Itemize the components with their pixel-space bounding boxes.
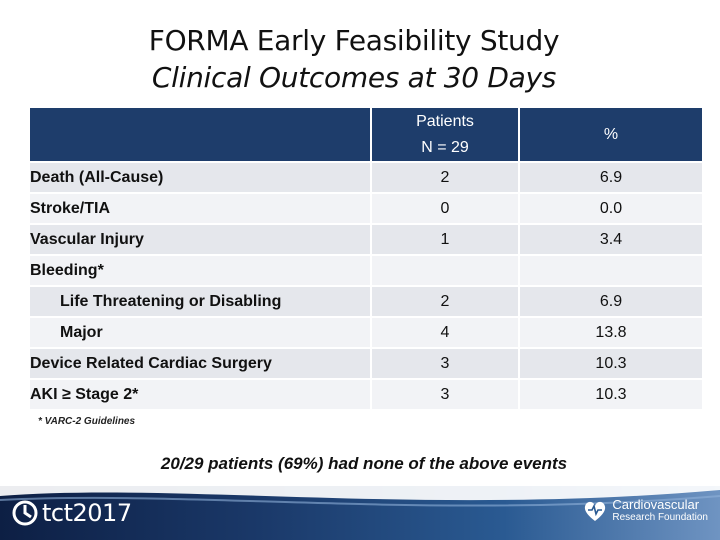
row-count: 2 xyxy=(372,287,520,318)
crf-logo: Cardiovascular Research Foundation xyxy=(582,498,708,524)
table-row: AKI ≥ Stage 2* 3 10.3 xyxy=(30,380,702,411)
crf-line2: Research Foundation xyxy=(612,512,708,523)
table-row: Life Threatening or Disabling 2 6.9 xyxy=(30,287,702,318)
header-percent-cell: % xyxy=(520,108,702,163)
row-label: Death (All-Cause) xyxy=(30,163,372,194)
row-percent: 6.9 xyxy=(520,287,702,318)
row-count: 3 xyxy=(372,380,520,411)
row-count: 0 xyxy=(372,194,520,225)
crf-line1: Cardiovascular xyxy=(612,497,700,512)
tct-logo: tct2017 xyxy=(12,496,132,530)
table-row: Death (All-Cause) 2 6.9 xyxy=(30,163,702,194)
table-header-row: Patients N = 29 % xyxy=(30,108,702,163)
footnote: * VARC-2 Guidelines xyxy=(38,416,136,427)
tct-logo-mark-icon xyxy=(12,500,38,526)
title-subtitle: Clinical Outcomes at 30 Days xyxy=(151,61,557,94)
row-label: Bleeding* xyxy=(30,256,372,287)
row-percent: 10.3 xyxy=(520,380,702,411)
row-label: Vascular Injury xyxy=(30,225,372,256)
table-row: Vascular Injury 1 3.4 xyxy=(30,225,702,256)
row-label: AKI ≥ Stage 2* xyxy=(30,380,372,411)
table-row: Major 4 13.8 xyxy=(30,318,702,349)
row-label: Device Related Cardiac Surgery xyxy=(30,349,372,380)
header-label-cell xyxy=(30,108,372,163)
summary-statement: 20/29 patients (69%) had none of the abo… xyxy=(160,454,568,473)
row-label: Life Threatening or Disabling xyxy=(30,287,372,318)
row-count: 3 xyxy=(372,349,520,380)
tct-logo-text: tct2017 xyxy=(42,499,132,527)
row-percent: 13.8 xyxy=(520,318,702,349)
slide-title: FORMA Early Feasibility Study Clinical O… xyxy=(0,22,708,96)
header-patients-line2: N = 29 xyxy=(421,138,469,156)
crf-logo-words: Cardiovascular Research Foundation xyxy=(612,498,708,524)
table-row: Bleeding* xyxy=(30,256,702,287)
title-main: FORMA Early Feasibility Study xyxy=(148,24,560,57)
outcomes-table: Patients N = 29 % Death (All-Cause) 2 6.… xyxy=(30,108,702,411)
row-label: Stroke/TIA xyxy=(30,194,372,225)
header-patients-line1: Patients xyxy=(416,112,474,130)
row-label: Major xyxy=(30,318,372,349)
table-row: Stroke/TIA 0 0.0 xyxy=(30,194,702,225)
row-percent: 6.9 xyxy=(520,163,702,194)
footer-band: tct2017 Cardiovascular Research Foundati… xyxy=(0,486,720,540)
row-percent: 3.4 xyxy=(520,225,702,256)
header-patients-cell: Patients N = 29 xyxy=(372,108,520,163)
row-percent: 0.0 xyxy=(520,194,702,225)
row-count xyxy=(372,256,520,287)
row-count: 1 xyxy=(372,225,520,256)
crf-heart-icon xyxy=(585,501,606,521)
table-row: Device Related Cardiac Surgery 3 10.3 xyxy=(30,349,702,380)
row-percent: 10.3 xyxy=(520,349,702,380)
row-count: 2 xyxy=(372,163,520,194)
row-count: 4 xyxy=(372,318,520,349)
row-percent xyxy=(520,256,702,287)
